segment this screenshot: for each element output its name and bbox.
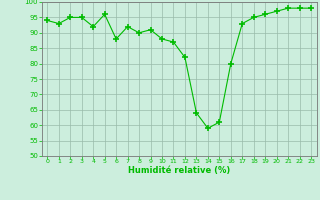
X-axis label: Humidité relative (%): Humidité relative (%) [128, 166, 230, 175]
